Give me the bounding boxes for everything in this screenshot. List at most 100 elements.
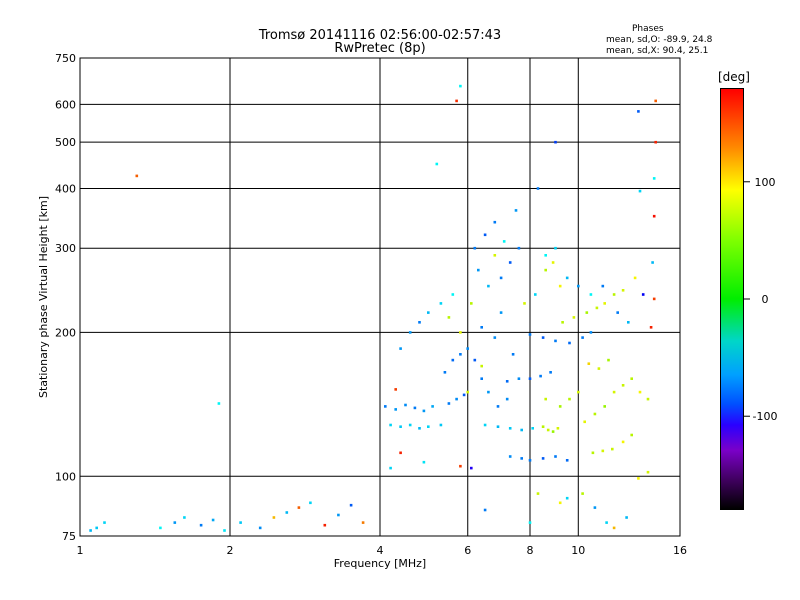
data-point <box>427 311 430 314</box>
data-point <box>633 276 637 280</box>
data-point <box>565 496 569 500</box>
data-point <box>649 326 653 329</box>
data-point <box>520 428 523 432</box>
data-point <box>520 457 523 460</box>
data-point <box>534 293 537 296</box>
data-point <box>496 425 500 428</box>
data-point <box>408 423 412 427</box>
data-point <box>258 526 262 530</box>
data-point <box>589 331 593 334</box>
x-tick-label: 4 <box>377 544 384 557</box>
data-point <box>394 408 397 411</box>
data-point <box>638 390 642 394</box>
y-axis-label: Stationary phase Virtual Height [km] <box>37 196 50 398</box>
data-point <box>211 518 215 522</box>
data-point <box>399 425 402 428</box>
data-point <box>565 459 569 462</box>
data-point <box>544 254 547 257</box>
colorbar-unit-label: [deg] <box>718 70 750 84</box>
data-point <box>447 402 451 405</box>
y-tick-labels: 75 100 200 300 400 500 600 750 <box>55 52 76 543</box>
data-point <box>612 390 616 394</box>
data-point <box>435 162 439 166</box>
data-point <box>431 405 434 408</box>
data-point <box>427 425 430 428</box>
data-point <box>493 336 497 339</box>
data-point <box>558 284 562 288</box>
data-point <box>554 140 557 144</box>
grid-lines <box>80 58 680 536</box>
phases-o-stats: mean, sd,O: -89.9, 24.8 <box>606 35 713 45</box>
data-point <box>487 284 490 288</box>
data-point <box>577 284 580 288</box>
data-point <box>541 457 545 460</box>
x-tick-label: 16 <box>673 544 687 557</box>
data-point <box>630 433 633 437</box>
data-point <box>554 246 557 250</box>
data-point <box>637 110 640 113</box>
data-point <box>480 364 483 368</box>
data-point <box>651 261 654 264</box>
data-point <box>447 316 451 319</box>
data-point <box>466 347 469 350</box>
data-point <box>554 339 557 343</box>
data-point <box>483 233 487 237</box>
data-point <box>505 397 509 401</box>
y-tick-label: 300 <box>55 242 76 255</box>
data-point <box>451 358 455 362</box>
data-point <box>652 297 656 301</box>
data-point <box>309 501 312 505</box>
data-point <box>95 526 98 530</box>
y-tick-label: 75 <box>62 530 76 543</box>
data-point <box>541 336 545 339</box>
data-point <box>595 306 599 310</box>
data-point <box>473 246 477 250</box>
data-point <box>549 371 552 374</box>
data-point <box>539 374 542 378</box>
data-point <box>611 447 614 451</box>
data-point <box>413 406 417 410</box>
data-point <box>646 397 650 401</box>
data-point <box>612 526 616 530</box>
data-point <box>528 459 532 462</box>
data-point <box>459 353 462 356</box>
data-point <box>528 521 532 524</box>
data-point <box>568 397 571 401</box>
data-point <box>605 521 608 524</box>
x-tick-labels: 1 2 4 6 8 10 16 <box>77 544 688 557</box>
data-point <box>621 289 625 292</box>
data-points <box>89 84 657 532</box>
data-point <box>297 506 301 509</box>
data-point <box>404 403 407 407</box>
x-axis-label: Frequency [MHz] <box>334 557 426 570</box>
data-point <box>422 460 426 464</box>
data-point <box>462 393 466 397</box>
data-point <box>159 526 162 530</box>
data-point <box>173 521 177 524</box>
data-point <box>589 293 593 296</box>
data-point <box>556 427 560 430</box>
data-point <box>480 326 483 329</box>
data-point <box>638 189 642 193</box>
data-point <box>541 425 545 428</box>
x-tick-label: 6 <box>464 544 471 557</box>
data-point <box>439 302 443 305</box>
data-point <box>337 513 340 517</box>
data-point <box>384 405 387 408</box>
data-point <box>394 388 397 391</box>
data-point <box>591 451 595 455</box>
x-tick-label: 2 <box>227 544 234 557</box>
colorbar-tick-label: 0 <box>762 293 769 306</box>
data-point <box>470 466 473 470</box>
data-point <box>625 516 628 519</box>
data-point <box>637 477 640 480</box>
data-point <box>544 397 547 401</box>
data-point <box>646 470 650 474</box>
data-point <box>528 333 532 336</box>
data-point <box>217 402 221 405</box>
data-point <box>641 293 645 296</box>
data-point <box>597 367 601 370</box>
data-point <box>451 293 455 296</box>
colorbar-tick-label: 100 <box>755 176 776 189</box>
